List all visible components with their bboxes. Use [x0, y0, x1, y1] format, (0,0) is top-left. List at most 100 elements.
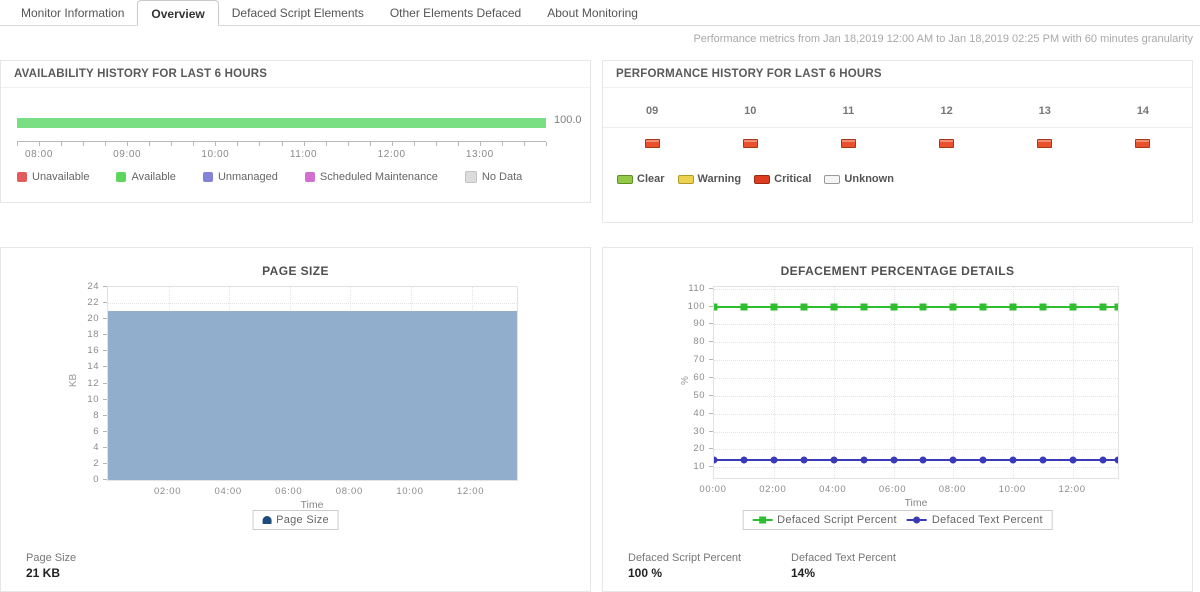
defaced-script-percent-data-point[interactable]	[830, 303, 838, 311]
y-tick	[103, 366, 107, 368]
defaced-text-percent-data-point[interactable]	[1114, 456, 1118, 464]
axis-tick	[105, 142, 107, 146]
tab-other-elements-defaced[interactable]: Other Elements Defaced	[389, 6, 522, 20]
defaced-text-percent-data-point[interactable]	[740, 456, 748, 464]
y-tick-label: 90	[693, 318, 705, 330]
y-tick	[103, 430, 107, 432]
y-tick	[709, 448, 713, 450]
defaced-script-percent-data-point[interactable]	[1039, 303, 1047, 311]
defaced-text-percent-data-point[interactable]	[830, 456, 838, 464]
defaced-text-percent-data-point[interactable]	[1069, 456, 1077, 464]
axis-tick	[259, 142, 261, 146]
hour-label: 13	[1038, 105, 1051, 117]
tab-overview[interactable]: Overview	[137, 0, 219, 26]
x-tick-label: 06:00	[878, 484, 907, 495]
h-gridline	[714, 360, 1118, 362]
defacement-chart-title: DEFACEMENT PERCENTAGE DETAILS	[780, 264, 1015, 278]
defaced-script-percent-data-point[interactable]	[979, 303, 987, 311]
y-tick-label: 10	[87, 393, 99, 405]
legend-label: No Data	[481, 171, 523, 183]
x-tick-label: 12:00	[456, 486, 485, 497]
y-tick	[709, 430, 713, 432]
line-series-defaced-text-percent	[714, 459, 1118, 462]
performance-legend: Clear Warning Critical Unknown	[617, 173, 894, 185]
defaced-script-percent-data-point[interactable]	[714, 303, 718, 311]
x-tick-label: 00:00	[699, 484, 727, 495]
legend-label: Unavailable	[32, 171, 90, 183]
y-tick	[103, 446, 107, 448]
line-series-defaced-script-percent	[714, 305, 1118, 308]
y-tick-label: 80	[693, 336, 705, 348]
tab-defaced-script-elements[interactable]: Defaced Script Elements	[231, 6, 364, 20]
unmanaged-swatch-icon	[202, 172, 213, 182]
axis-time-label: 11:00	[289, 149, 318, 160]
defaced-text-percent-data-point[interactable]	[890, 456, 898, 464]
defaced-script-percent-data-point[interactable]	[800, 303, 808, 311]
defaced-text-percent-data-point[interactable]	[1009, 456, 1017, 464]
h-gridline	[714, 342, 1118, 344]
availability-bar-value: 100.0	[554, 114, 582, 126]
x-tick-label: 02:00	[759, 484, 787, 495]
defaced-script-percent-data-point[interactable]	[919, 303, 927, 311]
metrics-granularity-note: Performance metrics from Jan 18,2019 12:…	[693, 33, 1193, 45]
defaced-script-percent-data-point[interactable]	[1114, 303, 1118, 311]
v-gridline	[1013, 287, 1015, 478]
defaced-script-percent-data-point[interactable]	[1099, 303, 1107, 311]
defacement-chart-legend: Defaced Script Percent Defaced Text Perce…	[742, 510, 1053, 530]
availability-bar[interactable]	[17, 118, 546, 128]
axis-tick	[83, 142, 85, 146]
critical-status-icon[interactable]	[644, 139, 660, 148]
availability-axis-labels: 08:00 09:00 10:00 11:00 12:00 13:00	[17, 149, 546, 161]
defacement-x-axis-label: Time	[904, 497, 928, 509]
critical-status-icon[interactable]	[742, 139, 758, 148]
legend-item-warning: Warning	[677, 173, 741, 185]
legend-item-defaced-text-percent[interactable]: Defaced Text Percent	[906, 514, 1043, 526]
tab-bar: Monitor Information Overview Defaced Scr…	[0, 0, 1200, 26]
defaced-script-percent-data-point[interactable]	[1069, 303, 1077, 311]
v-gridline	[893, 287, 895, 478]
defaced-script-percent-data-point[interactable]	[860, 303, 868, 311]
legend-label: Defaced Script Percent	[777, 514, 897, 526]
page-size-chart-title: PAGE SIZE	[262, 264, 329, 278]
axis-tick	[435, 142, 437, 146]
defaced-script-percent-data-point[interactable]	[890, 303, 898, 311]
critical-status-icon[interactable]	[1135, 139, 1151, 148]
y-tick-label: 60	[693, 372, 705, 384]
defaced-text-percent-data-point[interactable]	[714, 456, 718, 464]
y-tick-label: 10	[693, 461, 705, 473]
defaced-text-percent-data-point[interactable]	[800, 456, 808, 464]
legend-item-defaced-script-percent[interactable]: Defaced Script Percent	[752, 514, 897, 526]
y-tick-label: 0	[93, 474, 99, 485]
warning-swatch-icon	[677, 174, 694, 184]
tab-monitor-information[interactable]: Monitor Information	[21, 6, 125, 20]
critical-status-icon[interactable]	[939, 139, 955, 148]
critical-status-icon[interactable]	[1037, 139, 1053, 148]
defaced-text-percent-data-point[interactable]	[1039, 456, 1047, 464]
defaced-text-percent-data-point[interactable]	[949, 456, 957, 464]
defaced-text-percent-data-point[interactable]	[919, 456, 927, 464]
area-series-page-size	[108, 311, 517, 480]
defaced-text-percent-data-point[interactable]	[860, 456, 868, 464]
defaced-text-percent-data-point[interactable]	[979, 456, 987, 464]
defaced-script-percent-data-point[interactable]	[770, 303, 778, 311]
defaced-script-percent-data-point[interactable]	[1009, 303, 1017, 311]
performance-history-panel: PERFORMANCE HISTORY FOR LAST 6 HOURS 09 1…	[602, 60, 1193, 223]
defaced-text-percent-data-point[interactable]	[1099, 456, 1107, 464]
tab-about-monitoring[interactable]: About Monitoring	[547, 6, 638, 20]
hour-label: 09	[645, 105, 659, 117]
x-tick-label: 10:00	[396, 486, 424, 497]
critical-status-icon[interactable]	[840, 139, 856, 148]
defacement-chart-panel: DEFACEMENT PERCENTAGE DETAILS % Time Def…	[602, 247, 1193, 592]
h-gridline	[714, 288, 1118, 290]
availability-legend: Unavailable Available Unmanaged Scheduled M…	[17, 171, 522, 183]
defaced-script-percent-data-point[interactable]	[949, 303, 957, 311]
page-size-chart-legend: Page Size	[252, 510, 339, 530]
defaced-text-percent-data-point[interactable]	[770, 456, 778, 464]
y-tick-label: 20	[87, 313, 99, 325]
defaced-script-percent-data-point[interactable]	[740, 303, 748, 311]
legend-item-page-size[interactable]: Page Size	[262, 514, 329, 526]
h-gridline	[714, 449, 1118, 451]
availability-time-axis	[17, 141, 547, 147]
axis-tick	[325, 142, 327, 146]
y-tick-label: 22	[87, 297, 99, 309]
